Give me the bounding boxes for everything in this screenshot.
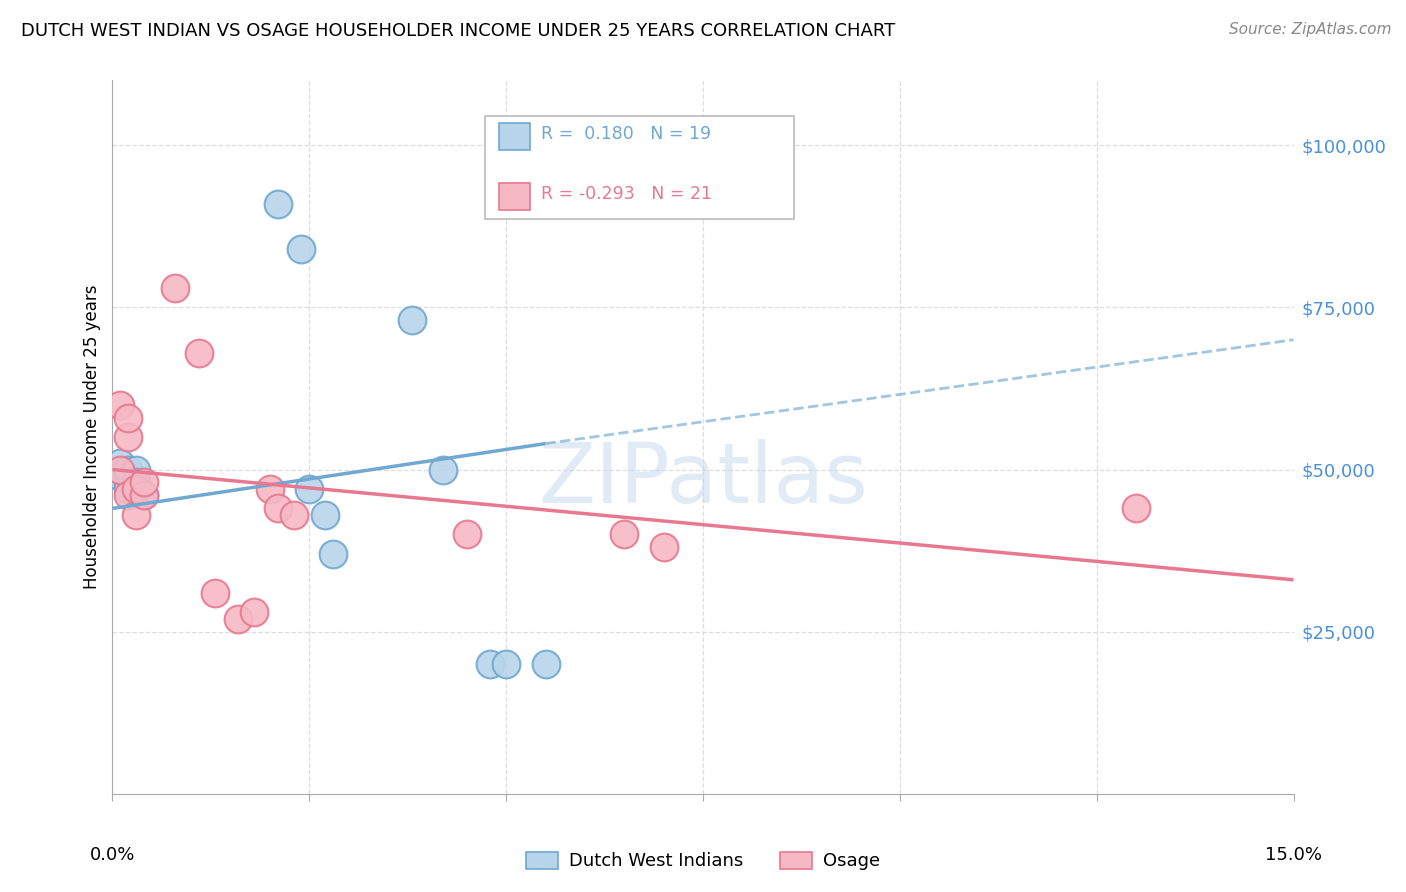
Point: [283, 508, 305, 522]
Point: [243, 605, 266, 619]
Point: [290, 242, 312, 256]
Point: [479, 657, 502, 672]
Point: [322, 547, 344, 561]
Text: ZIPatlas: ZIPatlas: [538, 440, 868, 520]
Point: [117, 482, 139, 496]
Text: R = -0.293   N = 21: R = -0.293 N = 21: [541, 186, 713, 203]
Y-axis label: Householder Income Under 25 years: Householder Income Under 25 years: [83, 285, 101, 590]
Text: DUTCH WEST INDIAN VS OSAGE HOUSEHOLDER INCOME UNDER 25 YEARS CORRELATION CHART: DUTCH WEST INDIAN VS OSAGE HOUSEHOLDER I…: [21, 22, 896, 40]
Point: [132, 475, 155, 490]
Point: [125, 475, 148, 490]
Text: 15.0%: 15.0%: [1265, 846, 1322, 863]
Point: [267, 196, 290, 211]
Point: [132, 488, 155, 502]
Point: [314, 508, 336, 522]
Point: [401, 313, 423, 327]
Legend: Dutch West Indians, Osage: Dutch West Indians, Osage: [519, 845, 887, 878]
Point: [652, 541, 675, 555]
Point: [117, 462, 139, 476]
Point: [125, 508, 148, 522]
Point: [110, 398, 132, 412]
Point: [125, 482, 148, 496]
Point: [110, 462, 132, 476]
Point: [110, 462, 132, 476]
Point: [117, 488, 139, 502]
Point: [267, 501, 290, 516]
Point: [204, 586, 226, 600]
Point: [110, 456, 132, 470]
Point: [298, 482, 321, 496]
Point: [125, 462, 148, 476]
Point: [117, 410, 139, 425]
Point: [228, 612, 250, 626]
Text: 0.0%: 0.0%: [90, 846, 135, 863]
Text: R =  0.180   N = 19: R = 0.180 N = 19: [541, 125, 711, 143]
Point: [456, 527, 478, 541]
Point: [259, 482, 281, 496]
Point: [117, 475, 139, 490]
Point: [534, 657, 557, 672]
Point: [613, 527, 636, 541]
Point: [110, 469, 132, 483]
Text: Source: ZipAtlas.com: Source: ZipAtlas.com: [1229, 22, 1392, 37]
Point: [1125, 501, 1147, 516]
Point: [432, 462, 454, 476]
Point: [188, 345, 211, 359]
Point: [165, 281, 187, 295]
Point: [117, 430, 139, 444]
Point: [132, 488, 155, 502]
Point: [495, 657, 517, 672]
